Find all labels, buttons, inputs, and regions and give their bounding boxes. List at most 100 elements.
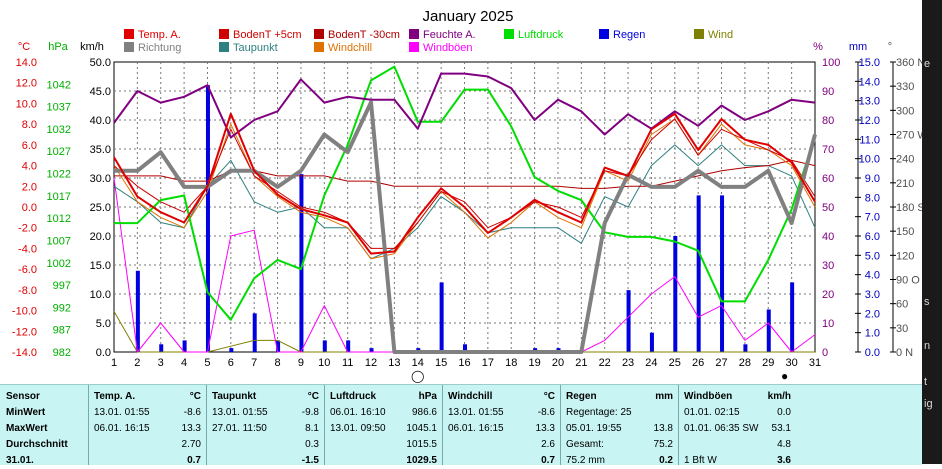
x-tick-label: 4 — [181, 357, 187, 369]
stats-cell-label: 75.2 mm — [566, 455, 605, 466]
stats-group-name: Temp. A. — [94, 391, 136, 402]
temp-unit-label: °C — [18, 41, 30, 53]
x-tick-label: 11 — [342, 357, 353, 369]
pressure-tick-label: 1012 — [47, 213, 71, 225]
rain-tick-label: 5.0 — [865, 250, 880, 262]
stats-cell-label: Gesamt: — [566, 439, 604, 450]
rain-unit-label: mm — [849, 41, 867, 53]
legend-swatch — [599, 29, 609, 39]
stats-group-name: Windböen — [684, 391, 733, 402]
x-axis-ticks: 1 2 3 4 5 6 7 8 9 10 11 12 13 14 15 16 17 18 19 20 21 22 23 24 2… — [111, 357, 821, 369]
stats-group-unit: °C — [543, 391, 555, 402]
direction-tick-label: 330 — [896, 81, 914, 93]
stats-cell-label: 06.01. 16:15 — [448, 423, 504, 434]
humidity-tick-label: 10 — [822, 318, 834, 330]
legend-label: Windchill — [328, 42, 372, 54]
rain-tick-label: 3.0 — [865, 289, 880, 301]
pressure-tick-label: 1032 — [47, 124, 71, 136]
pressure-tick-label: 1042 — [47, 79, 71, 91]
moon-phase-marker: ◯ — [411, 369, 424, 383]
stats-group-unit: °C — [307, 391, 319, 402]
temp-tick-label: 10.0 — [16, 98, 37, 110]
stats-cell-value: 0.3 — [305, 439, 319, 450]
rain-bar — [159, 344, 164, 352]
stats-cell-value: 1029.5 — [406, 455, 437, 466]
rain-tick-label: 12.0 — [859, 115, 880, 127]
edge-char: ig — [924, 398, 933, 410]
stats-group-unit: °C — [189, 391, 201, 402]
x-tick-label: 2 — [134, 357, 140, 369]
temp-tick-label: -6.0 — [18, 264, 37, 276]
stats-cell-value: 0.0 — [777, 407, 791, 418]
temp-tick-label: -4.0 — [18, 243, 37, 255]
row-label: Durchschnitt — [6, 439, 68, 450]
wind-tick-label: 15.0 — [90, 260, 111, 272]
rain-bar — [626, 290, 631, 352]
stats-group-regen: Regen mm Regentage: 25 05.01. 19:55 13.8 Gesa… — [560, 385, 679, 466]
pressure-tick-label: 992 — [53, 302, 71, 314]
rain-bar — [743, 344, 748, 352]
temp-tick-label: 0.0 — [22, 202, 37, 214]
x-tick-label: 8 — [275, 357, 281, 369]
rain-tick-label: 1.0 — [865, 328, 880, 340]
wind-tick-label: 0.0 — [96, 347, 111, 359]
stats-cell-label: 01.01. 06:35 SW — [684, 423, 759, 434]
direction-tick-label: 60 — [896, 299, 908, 311]
humidity-tick-label: 0 — [822, 347, 828, 359]
pressure-tick-label: 982 — [53, 347, 71, 359]
rain-tick-label: 11.0 — [859, 134, 880, 146]
direction-tick-label: 240 — [896, 154, 914, 166]
stats-cell-value: 13.3 — [181, 423, 201, 434]
moon-markers: ◯ ● — [411, 369, 788, 383]
humidity-tick-label: 100 — [822, 57, 840, 69]
x-tick-label: 6 — [228, 357, 234, 369]
sensor-header: Sensor — [6, 391, 40, 402]
legend-label: Luftdruck — [518, 29, 564, 41]
temp-tick-label: 14.0 — [16, 57, 37, 69]
rain-bar — [720, 195, 725, 352]
rain-bar — [790, 282, 795, 352]
axes: 14.0 12.0 10.0 8.0 6.0 4.0 2.0 0.0 -2.0 -4.0 -6.0 -… — [12, 57, 928, 359]
wind-tick-label: 10.0 — [90, 289, 111, 301]
legend-label: BodenT -30cm — [328, 29, 400, 41]
stats-cell-label: 13.01. 01:55 — [448, 407, 504, 418]
x-tick-label: 30 — [786, 357, 798, 369]
humidity-tick-label: 50 — [822, 202, 834, 214]
edge-char: s — [924, 296, 930, 308]
edge-char: t — [924, 376, 928, 388]
series-line-temp-a- — [113, 112, 816, 255]
series-line-luftdruck — [114, 65, 816, 321]
x-tick-label: 22 — [599, 357, 611, 369]
x-tick-label: 15 — [435, 357, 447, 369]
pressure-tick-label: 987 — [53, 325, 71, 337]
temp-tick-label: 2.0 — [22, 181, 37, 193]
edge-char: e — [924, 58, 931, 70]
temp-tick-label: 8.0 — [22, 119, 37, 131]
x-tick-label: 16 — [458, 357, 470, 369]
humidity-tick-label: 30 — [822, 260, 834, 272]
pressure-tick-label: 1007 — [47, 235, 71, 247]
stats-group-temp-a-: Temp. A. °C 13.01. 01:55 -8.6 06.01. 16:15 13… — [88, 385, 207, 466]
stats-cell-label: 1 Bft W — [684, 455, 717, 466]
rain-tick-label: 13.0 — [859, 96, 880, 108]
legend-swatch — [124, 29, 134, 39]
stats-cell-value: 0.7 — [187, 455, 201, 466]
humidity-unit-label: % — [813, 41, 823, 53]
stats-group-name: Luftdruck — [330, 391, 377, 402]
rain-bar — [696, 195, 701, 352]
pressure-tick-label: 1037 — [47, 102, 71, 114]
direction-tick-label: 360 N — [896, 57, 925, 69]
temp-tick-label: 12.0 — [16, 78, 37, 90]
rain-tick-label: 2.0 — [865, 308, 880, 320]
legend-label: Wind — [708, 29, 733, 41]
chart-legend: Temp. A. BodenT +5cm BodenT -30cm Feuchte A… — [124, 29, 733, 54]
series-line-richtung — [114, 100, 817, 354]
temp-tick-label: 4.0 — [22, 161, 37, 173]
stats-group-name: Taupunkt — [212, 391, 257, 402]
stats-group-luftdruck: Luftdruck hPa 06.01. 16:10 986.6 13.01. 09:5… — [324, 385, 443, 466]
pressure-tick-label: 1002 — [47, 258, 71, 270]
legend-label: Windböen — [423, 42, 473, 54]
rain-bar — [369, 348, 374, 352]
row-label: 31.01. — [6, 455, 34, 466]
rain-bar — [766, 309, 771, 352]
